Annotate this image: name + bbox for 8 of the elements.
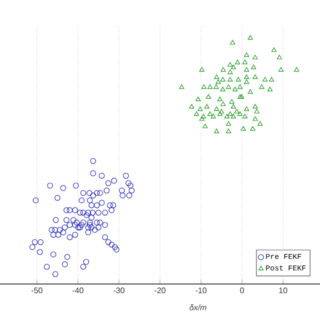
- x-tick-label: -30: [114, 288, 124, 294]
- x-tick-label: -10: [196, 288, 206, 294]
- x-tick-label: -40: [72, 288, 84, 294]
- x-tick-label: -50: [32, 288, 42, 294]
- x-tick-label: 10: [279, 288, 288, 294]
- x-axis-title: δx/m: [190, 304, 206, 310]
- x-tick-label: 0: [240, 288, 244, 294]
- x-tick-label: -20: [154, 288, 166, 294]
